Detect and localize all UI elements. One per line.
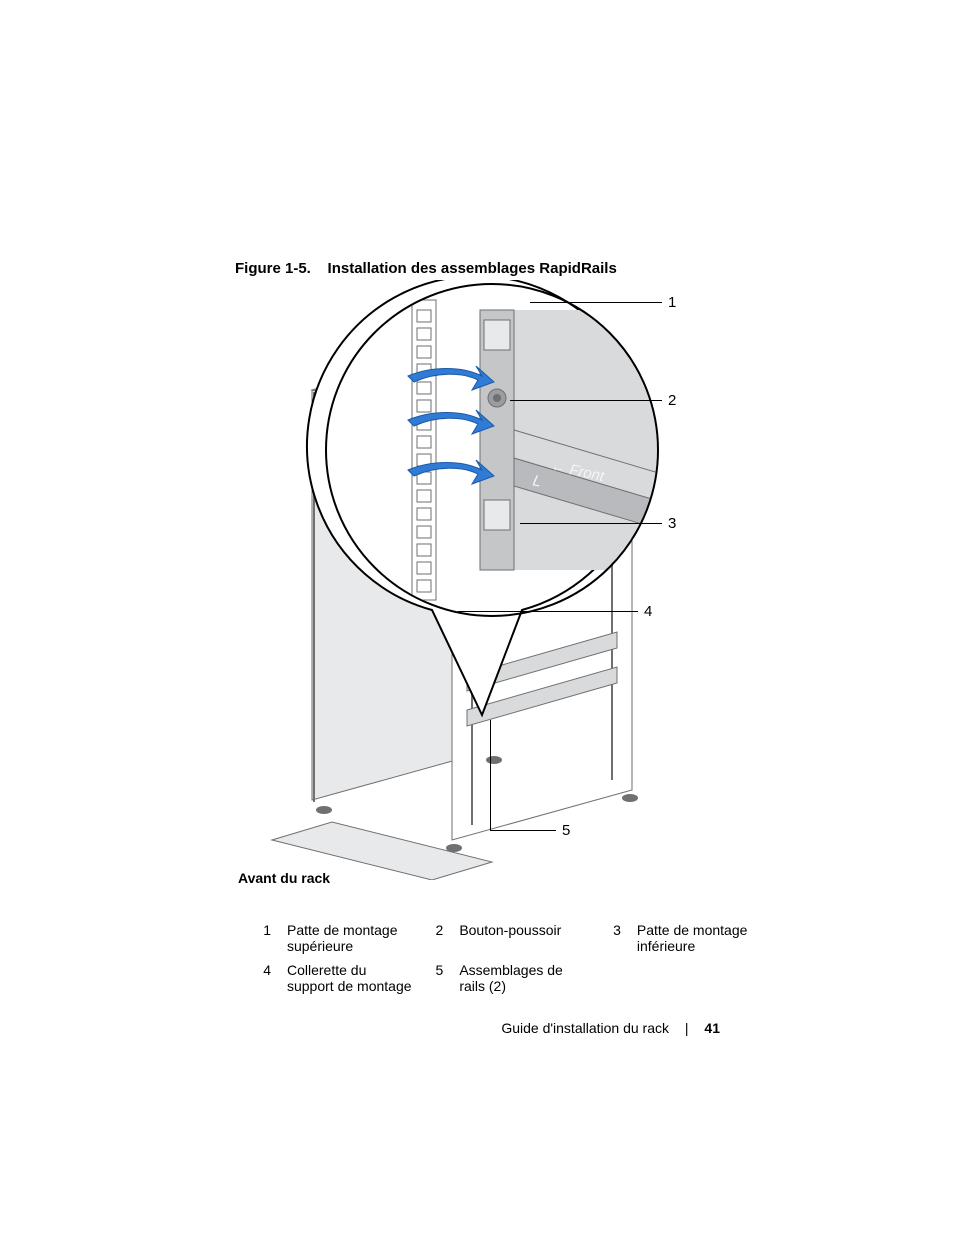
legend-desc: Patte de montage supérieure [279, 918, 420, 958]
leader-1 [530, 302, 662, 303]
callout-2: 2 [668, 392, 676, 409]
footer-separator: | [685, 1020, 689, 1036]
callout-3: 3 [668, 515, 676, 532]
legend-table: 1 Patte de montage supérieure 2 Bouton-p… [248, 918, 768, 998]
front-of-rack-label: Avant du rack [238, 870, 330, 886]
figure-caption: Figure 1-5. Installation des assemblages… [235, 260, 617, 277]
legend-desc: Assemblages de rails (2) [451, 958, 598, 998]
footer-doc-title: Guide d'installation du rack [501, 1020, 669, 1036]
legend-num: 2 [420, 918, 451, 958]
legend-desc: Collerette du support de montage [279, 958, 420, 998]
legend-num: 1 [248, 918, 279, 958]
leader-4 [458, 611, 638, 612]
footer-page-number: 41 [704, 1020, 720, 1036]
figure-diagram: ← Front L [232, 280, 712, 880]
figure-caption-title: Installation des assemblages RapidRails [328, 260, 617, 277]
figure-caption-prefix: Figure 1-5. [235, 260, 311, 277]
callout-5: 5 [562, 822, 570, 839]
callout-4: 4 [644, 603, 652, 620]
leader-5v [490, 720, 491, 830]
callout-1: 1 [668, 294, 676, 311]
legend-num: 4 [248, 958, 279, 998]
leader-2 [510, 400, 662, 401]
leader-3 [520, 523, 662, 524]
legend-desc [629, 958, 768, 998]
legend-num: 5 [420, 958, 451, 998]
legend-num: 3 [598, 918, 629, 958]
legend-desc: Bouton-poussoir [451, 918, 598, 958]
leader-5h [490, 830, 556, 831]
legend-num [598, 958, 629, 998]
rack-illustration-svg: ← Front L [232, 280, 712, 880]
page: Figure 1-5. Installation des assemblages… [0, 0, 954, 1235]
table-row: 1 Patte de montage supérieure 2 Bouton-p… [248, 918, 768, 958]
page-footer: Guide d'installation du rack | 41 [0, 1020, 720, 1036]
table-row: 4 Collerette du support de montage 5 Ass… [248, 958, 768, 998]
legend-desc: Patte de montage inférieure [629, 918, 768, 958]
